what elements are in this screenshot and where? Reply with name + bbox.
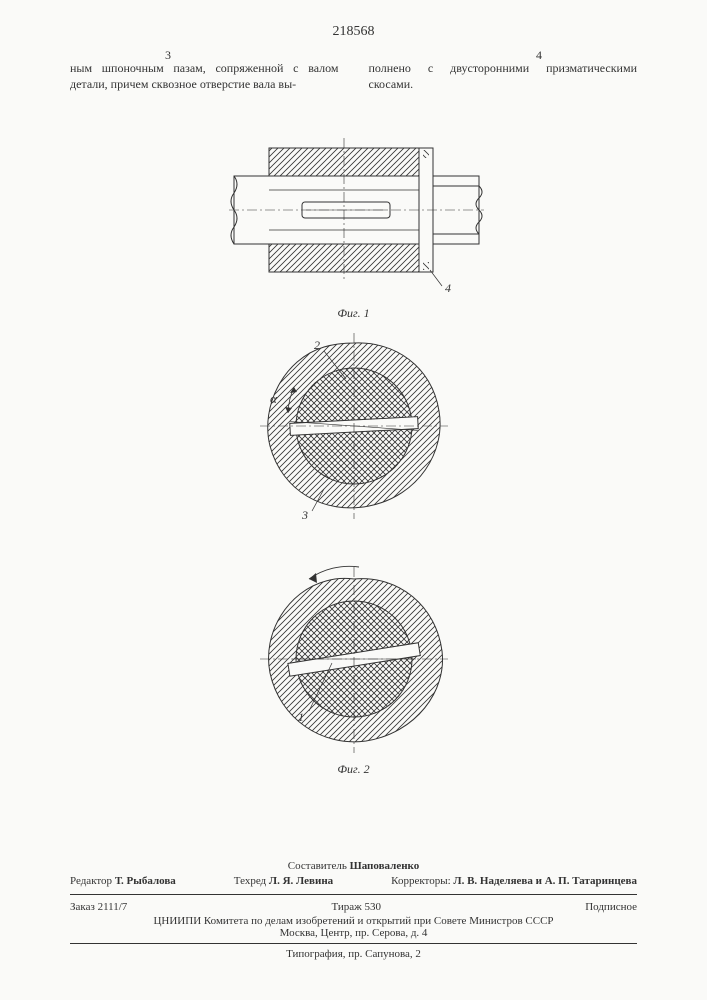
printer-line: Типография, пр. Сапунова, 2 xyxy=(70,948,637,960)
footer-block: Составитель Шаповаленко Редактор Т. Рыба… xyxy=(70,860,637,960)
figure-1: 4 xyxy=(224,130,484,300)
editor: Редактор Т. Рыбалова xyxy=(70,875,176,887)
figures-block: 4 Фиг. 1 α 2 3 xyxy=(194,130,514,777)
techred: Техред Л. Я. Левина xyxy=(234,875,333,887)
body-text-columns: ным шпоночным пазам, сопряженной с валом… xyxy=(70,60,637,92)
fig2-label-2: 2 xyxy=(314,338,320,352)
figure-2-upper: α 2 3 xyxy=(254,331,454,521)
fig1-caption: Фиг. 1 xyxy=(194,306,514,321)
order-row: Заказ 2111/7 Тираж 530 Подписное xyxy=(70,899,637,915)
fig2-label-alpha: α xyxy=(270,391,278,406)
correctors: Корректоры: Л. В. Наделяева и А. П. Тата… xyxy=(391,875,637,887)
fig2-label-3: 3 xyxy=(301,508,308,521)
fig1-label-4: 4 xyxy=(445,281,451,295)
publisher-1: ЦНИИПИ Комитета по делам изобретений и о… xyxy=(70,915,637,927)
publisher-2: Москва, Центр, пр. Серова, д. 4 xyxy=(70,927,637,939)
body-text-left: ным шпоночным пазам, сопряженной с валом… xyxy=(70,60,339,92)
credits-row: Редактор Т. Рыбалова Техред Л. Я. Левина… xyxy=(70,872,637,890)
patent-number: 218568 xyxy=(333,24,375,40)
body-text-right: полнено с двусторонними призматическими … xyxy=(369,60,638,92)
fig2-caption: Фиг. 2 xyxy=(194,762,514,777)
compiler-line: Составитель Шаповаленко xyxy=(70,860,637,872)
figure-2-lower: 1 xyxy=(254,561,454,756)
fig2-label-1: 1 xyxy=(298,710,304,724)
